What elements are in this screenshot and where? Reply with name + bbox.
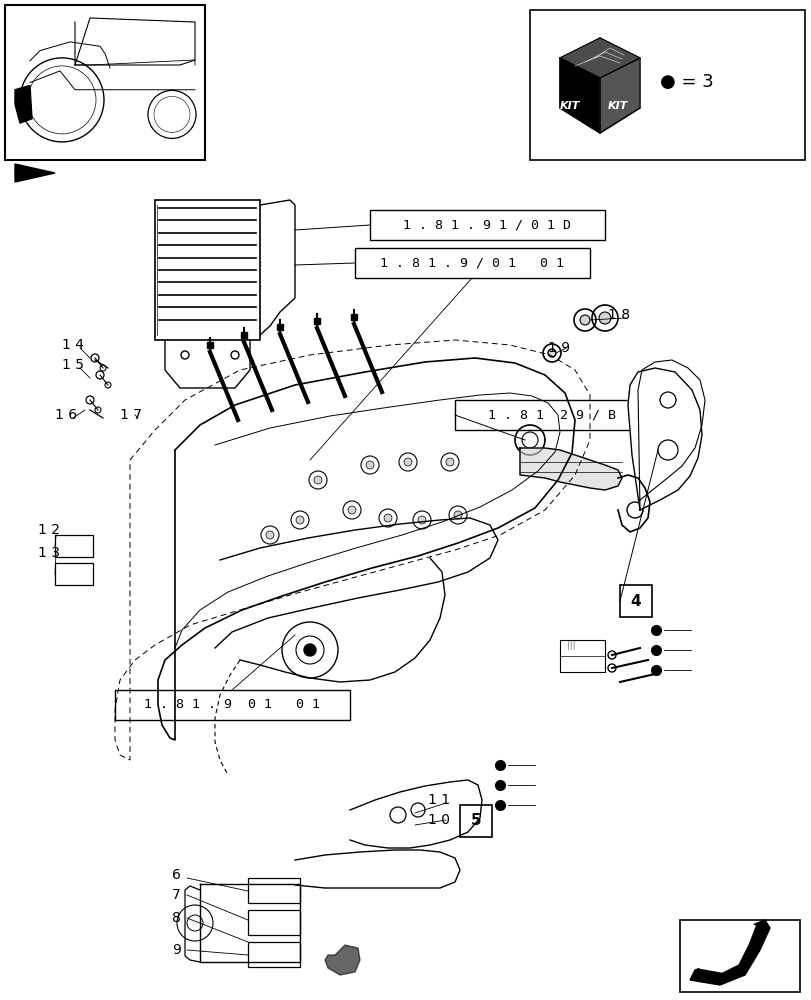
Circle shape (187, 915, 203, 931)
Polygon shape (15, 164, 55, 182)
Text: ● = 3: ● = 3 (659, 73, 713, 91)
Polygon shape (599, 58, 639, 133)
Polygon shape (324, 945, 359, 975)
Bar (247, 878, 299, 903)
Text: KIT: KIT (607, 101, 628, 111)
Circle shape (607, 664, 616, 672)
Text: 7: 7 (172, 888, 181, 902)
Text: |||: ||| (566, 641, 575, 650)
Text: 5: 5 (470, 813, 481, 828)
Text: 1 6: 1 6 (55, 408, 77, 422)
Polygon shape (560, 58, 599, 133)
Bar (460, 805, 491, 837)
Text: 1 . 8 1 . 9 1 / 0 1 D: 1 . 8 1 . 9 1 / 0 1 D (403, 219, 571, 232)
Circle shape (389, 807, 406, 823)
Text: KIT: KIT (559, 101, 580, 111)
Bar (530, 10, 804, 160)
Bar (5, 5, 204, 160)
Circle shape (547, 349, 556, 357)
Polygon shape (560, 38, 639, 78)
Circle shape (348, 506, 355, 514)
Text: 1 0: 1 0 (427, 813, 449, 827)
Text: 1 3: 1 3 (38, 546, 60, 560)
Bar (679, 920, 799, 992)
Circle shape (303, 644, 315, 656)
Polygon shape (627, 368, 702, 510)
Circle shape (521, 432, 538, 448)
Bar (115, 690, 350, 720)
Circle shape (384, 514, 392, 522)
Bar (55, 535, 93, 557)
Circle shape (266, 531, 273, 539)
Circle shape (579, 315, 590, 325)
Circle shape (599, 312, 610, 324)
Polygon shape (519, 448, 621, 490)
Text: 1 8: 1 8 (607, 308, 629, 322)
Text: 1 . 8 1  2 9 / B: 1 . 8 1 2 9 / B (488, 408, 616, 422)
Polygon shape (699, 922, 754, 972)
Text: 9: 9 (172, 943, 181, 957)
Text: 1 . 8 1 . 9 / 0 1   0 1: 1 . 8 1 . 9 / 0 1 0 1 (380, 256, 564, 269)
Text: 1 2: 1 2 (38, 523, 60, 537)
Text: 1 4: 1 4 (62, 338, 84, 352)
Text: 6: 6 (172, 868, 181, 882)
Circle shape (181, 351, 189, 359)
Bar (354, 248, 590, 278)
Circle shape (404, 458, 411, 466)
Bar (370, 210, 604, 240)
Text: 8: 8 (172, 911, 181, 925)
Circle shape (177, 905, 212, 941)
Bar (560, 640, 604, 672)
Polygon shape (560, 38, 639, 78)
Circle shape (410, 803, 424, 817)
Circle shape (296, 516, 303, 524)
Text: 1 . 8 1 . 9  0 1   0 1: 1 . 8 1 . 9 0 1 0 1 (144, 698, 320, 712)
Circle shape (607, 651, 616, 659)
Text: 1 1: 1 1 (427, 793, 449, 807)
Bar (155, 200, 260, 340)
Circle shape (366, 461, 374, 469)
Text: 1 5: 1 5 (62, 358, 84, 372)
Circle shape (418, 516, 426, 524)
Bar (454, 400, 649, 430)
Text: 4: 4 (630, 593, 641, 608)
Polygon shape (689, 920, 769, 985)
Bar (620, 585, 651, 617)
Circle shape (453, 511, 461, 519)
Text: 1 9: 1 9 (547, 341, 569, 355)
Bar (55, 563, 93, 585)
Polygon shape (350, 780, 482, 848)
Bar (247, 910, 299, 935)
Circle shape (445, 458, 453, 466)
Polygon shape (15, 85, 32, 123)
Circle shape (314, 476, 322, 484)
Text: 1 7: 1 7 (120, 408, 142, 422)
Bar (247, 942, 299, 967)
Circle shape (230, 351, 238, 359)
